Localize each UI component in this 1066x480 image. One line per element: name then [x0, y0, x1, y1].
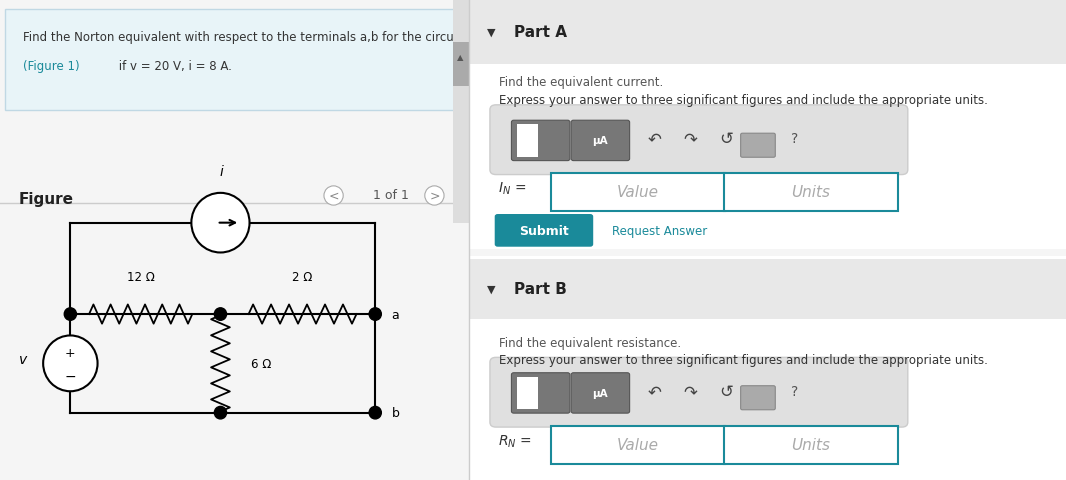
Text: Express your answer to three significant figures and include the appropriate uni: Express your answer to three significant… — [499, 354, 988, 367]
Text: Request Answer: Request Answer — [612, 224, 708, 238]
Text: Find the Norton equivalent with respect to the terminals a,b for the circuit in: Find the Norton equivalent with respect … — [23, 31, 477, 44]
Text: ▼: ▼ — [487, 284, 496, 294]
Text: ▲: ▲ — [457, 53, 464, 62]
FancyBboxPatch shape — [512, 121, 570, 161]
Text: Figure: Figure — [19, 192, 74, 207]
Text: 1 of 1: 1 of 1 — [373, 189, 408, 202]
Circle shape — [369, 308, 382, 321]
FancyBboxPatch shape — [741, 134, 775, 158]
Text: Units: Units — [791, 185, 830, 200]
Text: 6 Ω: 6 Ω — [251, 357, 272, 370]
Text: Express your answer to three significant figures and include the appropriate uni: Express your answer to three significant… — [499, 94, 988, 107]
Text: b: b — [391, 406, 400, 420]
Text: 2 Ω: 2 Ω — [292, 270, 312, 283]
Text: if v = 20 V, i = 8 A.: if v = 20 V, i = 8 A. — [115, 60, 231, 73]
Text: Units: Units — [791, 437, 830, 453]
Text: $i$: $i$ — [219, 164, 225, 179]
FancyBboxPatch shape — [495, 215, 593, 247]
FancyBboxPatch shape — [4, 10, 455, 110]
FancyBboxPatch shape — [469, 259, 1066, 319]
Circle shape — [192, 193, 249, 253]
FancyBboxPatch shape — [724, 426, 898, 464]
FancyBboxPatch shape — [741, 386, 775, 410]
Text: +: + — [65, 347, 76, 360]
Text: ↺: ↺ — [718, 382, 732, 400]
Text: Find the equivalent current.: Find the equivalent current. — [499, 76, 663, 89]
Text: $I_N$ =: $I_N$ = — [498, 180, 526, 196]
FancyBboxPatch shape — [512, 373, 570, 413]
FancyBboxPatch shape — [490, 106, 908, 175]
FancyBboxPatch shape — [490, 358, 908, 427]
Text: μA: μA — [593, 388, 609, 398]
Text: ?: ? — [791, 384, 798, 398]
Text: ▼: ▼ — [487, 27, 496, 37]
Text: μA: μA — [593, 136, 609, 146]
FancyBboxPatch shape — [517, 377, 537, 409]
Text: Part B: Part B — [514, 281, 567, 297]
Text: ↺: ↺ — [718, 130, 732, 148]
FancyBboxPatch shape — [469, 0, 1066, 65]
Circle shape — [64, 308, 77, 321]
Text: 12 Ω: 12 Ω — [127, 270, 155, 283]
Text: Part A: Part A — [514, 24, 567, 40]
Circle shape — [214, 407, 227, 419]
FancyBboxPatch shape — [571, 121, 630, 161]
Text: Value: Value — [617, 437, 659, 453]
Text: <: < — [328, 190, 339, 203]
Text: Submit: Submit — [519, 224, 569, 238]
Text: ↶: ↶ — [647, 382, 661, 400]
Text: ↷: ↷ — [683, 130, 697, 148]
Circle shape — [214, 308, 227, 321]
FancyBboxPatch shape — [551, 174, 725, 211]
FancyBboxPatch shape — [469, 0, 1066, 250]
Text: Find the equivalent resistance.: Find the equivalent resistance. — [499, 336, 681, 349]
FancyBboxPatch shape — [724, 174, 898, 211]
Text: ↷: ↷ — [683, 382, 697, 400]
Text: $R_N$ =: $R_N$ = — [498, 432, 532, 449]
Text: a: a — [391, 308, 400, 321]
Text: $v$: $v$ — [18, 352, 29, 366]
Text: ↶: ↶ — [647, 130, 661, 148]
Text: (Figure 1): (Figure 1) — [23, 60, 80, 73]
FancyBboxPatch shape — [517, 125, 537, 157]
FancyBboxPatch shape — [469, 257, 1066, 480]
Circle shape — [43, 336, 98, 392]
FancyBboxPatch shape — [551, 426, 725, 464]
Circle shape — [369, 407, 382, 419]
Text: ?: ? — [791, 132, 798, 146]
FancyBboxPatch shape — [453, 0, 469, 223]
FancyBboxPatch shape — [571, 373, 630, 413]
Text: −: − — [65, 369, 76, 383]
FancyBboxPatch shape — [453, 43, 469, 86]
Text: Value: Value — [617, 185, 659, 200]
Text: >: > — [430, 190, 439, 203]
